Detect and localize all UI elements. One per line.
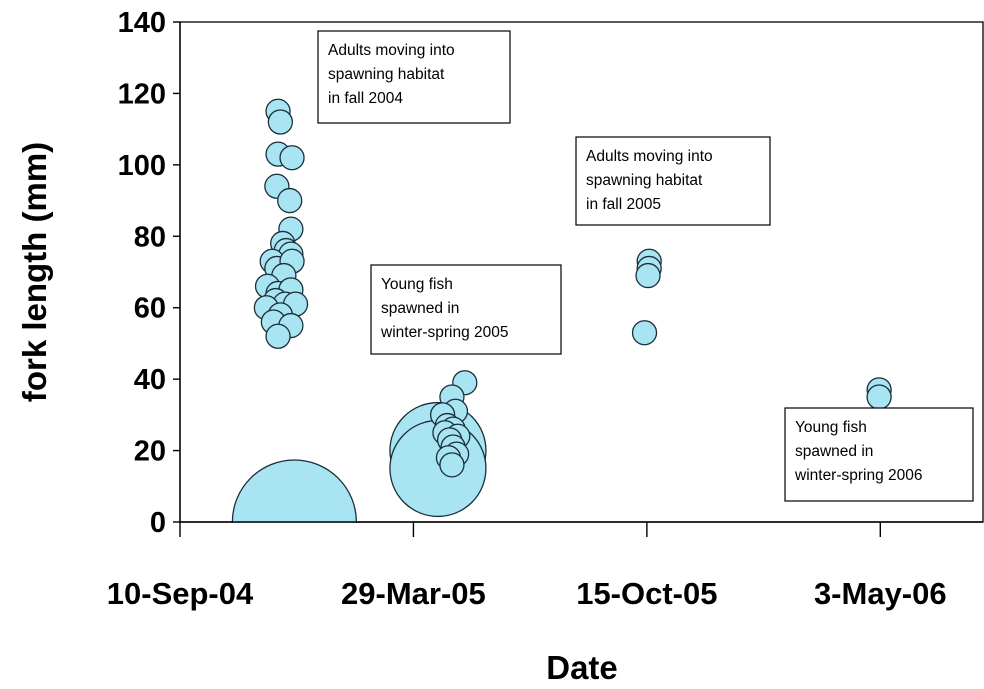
annotation-line: spawned in <box>795 443 873 460</box>
data-point <box>631 320 658 346</box>
data-point <box>866 384 892 410</box>
x-tick-label: 10-Sep-04 <box>107 576 254 611</box>
y-tick-label: 100 <box>118 150 166 182</box>
y-tick-label: 40 <box>134 364 166 396</box>
data-point <box>265 323 291 349</box>
annotation-line: Young fish <box>381 276 453 293</box>
y-tick-label: 0 <box>150 507 166 539</box>
annotation-box <box>784 407 974 502</box>
annotation-line: spawned in <box>381 300 459 317</box>
annotation-line: spawning habitat <box>328 66 445 83</box>
annotation-line: Adults moving into <box>586 148 713 165</box>
annotation-line: winter-spring 2005 <box>380 324 509 341</box>
annotation-box <box>370 264 562 355</box>
annotation-adults-2005: Adults moving into spawning habitat in fal… <box>575 136 771 226</box>
y-axis-title: fork length (mm) <box>16 142 53 402</box>
x-tick-label: 3-May-06 <box>814 576 947 611</box>
y-tick-label: 120 <box>118 78 166 110</box>
data-point <box>279 145 305 171</box>
data-point <box>277 187 303 214</box>
y-tick-label: 140 <box>118 7 166 39</box>
annotation-line: spawning habitat <box>586 172 703 189</box>
x-tick-label: 15-Oct-05 <box>576 576 717 611</box>
y-tick-label: 20 <box>134 436 166 468</box>
x-axis-title: Date <box>546 649 618 686</box>
data-point <box>439 452 465 478</box>
annotation-line: in fall 2004 <box>328 90 403 107</box>
annotation-line: in fall 2005 <box>586 196 661 213</box>
data-point <box>635 262 661 289</box>
annotation-young-2006: Young fish spawned in winter-spring 2006 <box>784 407 974 502</box>
annotation-young-2005: Young fish spawned in winter-spring 2005 <box>370 264 562 355</box>
below-axis-mask <box>0 523 984 689</box>
y-tick-label: 60 <box>134 293 166 325</box>
annotation-line: winter-spring 2006 <box>794 467 923 484</box>
annotation-line: Young fish <box>795 419 867 436</box>
axes-layer: 0 20 40 60 80 100 120 140 10-Sep-04 29-Mar-05 15-O… <box>0 7 984 689</box>
x-tick-label: 29-Mar-05 <box>341 576 486 611</box>
data-point <box>267 109 294 135</box>
annotation-line: Adults moving into <box>328 42 455 59</box>
annotation-adults-2004: Adults moving into spawning habitat in fal… <box>317 30 511 124</box>
y-tick-label: 80 <box>134 221 166 253</box>
annotation-box <box>575 136 771 226</box>
annotation-box <box>317 30 511 124</box>
annotation-layer: Adults moving into spawning habitat in fal… <box>317 30 974 502</box>
